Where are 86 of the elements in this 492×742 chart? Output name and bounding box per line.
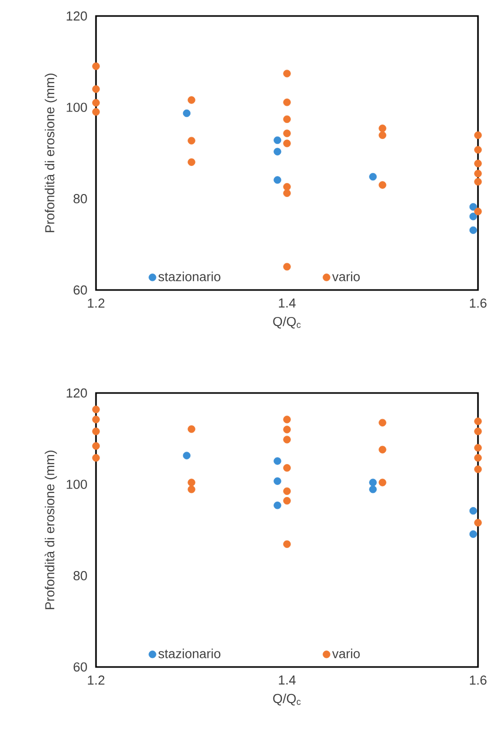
point — [474, 178, 482, 186]
point — [378, 478, 386, 486]
point — [188, 486, 196, 494]
point — [283, 182, 291, 191]
point — [469, 507, 478, 515]
x-tick-label: 1.6 — [470, 676, 486, 685]
x-tick-label: 1.2 — [88, 676, 104, 685]
point — [274, 148, 282, 156]
point — [474, 418, 482, 426]
point — [283, 540, 291, 548]
point — [188, 478, 196, 486]
point — [469, 212, 478, 220]
y-tick-label: 100 — [66, 102, 87, 112]
y-axis-title: Profondità di erosione (mm) — [44, 450, 57, 610]
point — [188, 136, 196, 144]
legend-label: vario — [332, 272, 360, 282]
legend-label: stazionario — [158, 272, 220, 282]
point — [369, 478, 377, 486]
point — [92, 442, 100, 450]
point — [92, 454, 100, 462]
point — [469, 203, 478, 211]
point — [474, 428, 482, 436]
point — [283, 464, 291, 472]
x-tick-label: 1.6 — [470, 298, 486, 308]
point — [474, 518, 482, 526]
point — [474, 465, 482, 474]
point — [274, 477, 282, 485]
point — [188, 158, 196, 166]
point — [283, 140, 291, 148]
point — [378, 124, 386, 132]
point — [474, 170, 482, 178]
y-tick-label: 60 — [74, 662, 87, 672]
point — [378, 181, 386, 189]
point — [474, 208, 482, 216]
point — [283, 487, 291, 495]
point — [92, 108, 100, 116]
point — [92, 406, 100, 414]
point — [188, 425, 196, 433]
point — [188, 96, 196, 104]
point — [474, 454, 482, 462]
point — [378, 418, 386, 426]
point — [283, 436, 291, 444]
point — [474, 146, 482, 154]
point — [92, 85, 100, 93]
legend-label: stazionario — [158, 648, 220, 658]
y-tick-label: 60 — [74, 285, 87, 295]
point — [92, 62, 100, 70]
x-axis-title: Q/Q$_{c}$ — [273, 316, 301, 328]
point — [283, 70, 291, 78]
x-tick-label: 1.4 — [278, 298, 296, 308]
point — [378, 446, 386, 454]
point — [474, 160, 482, 168]
point — [474, 131, 482, 139]
point — [274, 457, 282, 465]
point — [369, 486, 377, 494]
point — [92, 428, 100, 436]
legend-label: vario — [332, 648, 360, 658]
point — [474, 444, 482, 452]
point — [274, 136, 282, 144]
point — [283, 262, 291, 271]
point — [469, 226, 478, 234]
point — [283, 416, 291, 424]
y-tick-label: 120 — [66, 11, 87, 21]
y-axis-title: Profondità di erosione (mm) — [44, 74, 57, 232]
point — [92, 416, 100, 424]
point — [283, 426, 291, 434]
x-axis-title: Q/Q$_{c}$ — [273, 694, 301, 706]
y-tick-label: 120 — [66, 388, 87, 398]
y-tick-label: 80 — [74, 194, 87, 204]
point — [369, 172, 377, 181]
point — [283, 189, 291, 197]
point — [182, 452, 191, 460]
x-tick-label: 1.2 — [88, 298, 104, 308]
point — [283, 130, 291, 138]
y-tick-label: 80 — [74, 571, 87, 580]
point — [182, 109, 191, 118]
point — [283, 496, 291, 505]
point — [378, 131, 386, 139]
point — [274, 502, 282, 510]
y-tick-label: 100 — [66, 480, 87, 489]
point — [283, 115, 291, 124]
point — [92, 98, 100, 107]
x-tick-label: 1.4 — [278, 676, 296, 684]
point — [283, 98, 291, 106]
point — [274, 176, 282, 184]
point — [469, 530, 478, 538]
